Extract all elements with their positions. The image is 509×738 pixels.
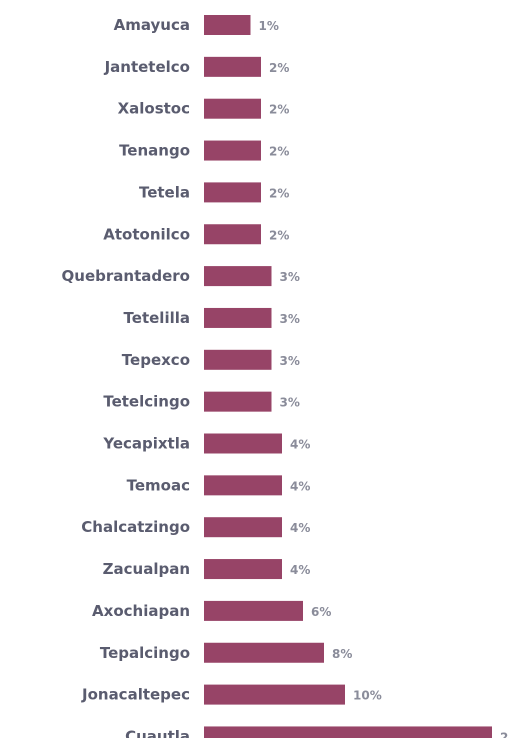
value-label-atotonilco: 2% (269, 228, 289, 242)
category-label-amayuca: Amayuca (114, 16, 190, 34)
bar-tepexco (204, 349, 272, 370)
category-label-jonacaltepec: Jonacaltepec (81, 686, 190, 704)
bar-zacualpan (204, 559, 282, 580)
value-label-zacualpan: 4% (290, 563, 310, 577)
bar-amayuca (204, 15, 251, 35)
bar-temoac (204, 475, 282, 496)
category-label-zacualpan: Zacualpan (103, 560, 190, 578)
category-label-axochiapan: Axochiapan (92, 602, 190, 620)
category-label-atotonilco: Atotonilco (103, 225, 190, 243)
value-label-tetela: 2% (269, 186, 289, 200)
bar-tepalcingo (204, 642, 324, 663)
bar-tetelilla (204, 307, 272, 328)
bar-quebrantadero (204, 266, 272, 287)
value-label-tetelilla: 3% (280, 312, 300, 326)
bar-cuautla (204, 726, 492, 738)
value-label-yecapixtla: 4% (290, 438, 310, 452)
value-label-jantetelco: 2% (269, 61, 289, 75)
bar-chalcatzingo (204, 517, 282, 538)
value-label-cuautla: 24% (500, 730, 509, 738)
bar-jonacaltepec (204, 684, 345, 705)
value-label-xalostoc: 2% (269, 103, 289, 117)
value-label-chalcatzingo: 4% (290, 521, 310, 535)
category-label-cuautla: Cuautla (125, 727, 190, 738)
category-label-temoac: Temoac (127, 476, 190, 494)
category-label-xalostoc: Xalostoc (118, 100, 190, 118)
value-label-quebrantadero: 3% (280, 270, 300, 284)
bar-axochiapan (204, 600, 303, 621)
value-label-tepalcingo: 8% (332, 647, 352, 661)
category-label-yecapixtla: Yecapixtla (102, 435, 190, 453)
value-label-tetelcingo: 3% (280, 396, 300, 410)
bar-tetelcingo (204, 391, 272, 412)
bar-jantetelco (204, 56, 261, 77)
bar-atotonilco (204, 224, 261, 245)
value-label-amayuca: 1% (259, 19, 279, 33)
value-label-axochiapan: 6% (311, 605, 331, 619)
category-label-tepalcingo: Tepalcingo (100, 644, 190, 662)
bar-xalostoc (204, 98, 261, 119)
category-label-tetela: Tetela (139, 183, 190, 201)
category-label-jantetelco: Jantetelco (104, 58, 190, 76)
bar-tetela (204, 182, 261, 203)
value-label-tenango: 2% (269, 145, 289, 159)
bar-yecapixtla (204, 433, 282, 454)
category-label-quebrantadero: Quebrantadero (62, 267, 190, 285)
category-label-tetelilla: Tetelilla (124, 309, 190, 327)
value-label-jonacaltepec: 10% (353, 689, 382, 703)
category-label-chalcatzingo: Chalcatzingo (81, 518, 190, 536)
value-label-tepexco: 3% (280, 354, 300, 368)
category-label-tepexco: Tepexco (122, 351, 190, 369)
bar-tenango (204, 140, 261, 161)
category-label-tetelcingo: Tetelcingo (103, 393, 190, 411)
value-label-temoac: 4% (290, 479, 310, 493)
category-label-tenango: Tenango (119, 142, 190, 160)
